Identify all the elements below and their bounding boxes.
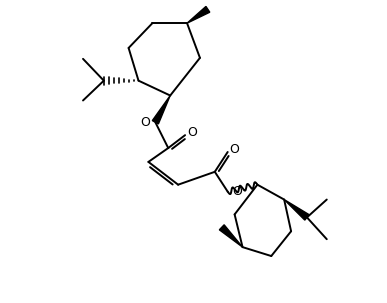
Text: O: O <box>187 126 197 139</box>
Polygon shape <box>219 225 243 247</box>
Polygon shape <box>284 200 309 220</box>
Text: O: O <box>140 116 151 129</box>
Text: O: O <box>229 142 240 155</box>
Polygon shape <box>152 95 170 124</box>
Polygon shape <box>187 6 210 23</box>
Text: O: O <box>233 185 243 198</box>
